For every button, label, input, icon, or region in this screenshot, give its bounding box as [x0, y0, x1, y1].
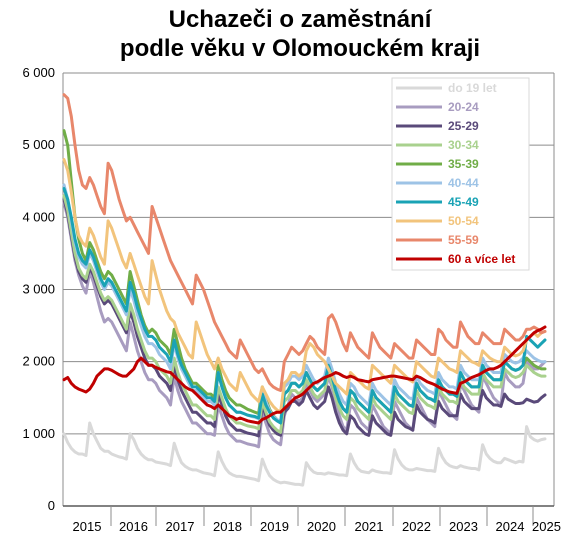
x-tick-label: 2020: [307, 519, 336, 534]
x-tick-label: 2023: [449, 519, 478, 534]
x-tick-label: 2016: [119, 519, 148, 534]
axes: 0 1 000 2 000 3 000 4 000 5 000 6 000 2015 2016 2…: [22, 65, 561, 534]
x-tick-label: 2017: [166, 519, 195, 534]
series-line-do-19-let: [62, 421, 547, 487]
legend-label: do 19 let: [448, 81, 497, 95]
legend-box: [391, 77, 530, 271]
y-tick-label: 6 000: [22, 65, 55, 80]
legend: do 19 let 20-24 25-29 30-34 35-39 40-44 45-49 5…: [391, 77, 530, 271]
x-tick-label: 2018: [213, 519, 242, 534]
legend-label: 35-39: [448, 157, 479, 171]
chart-title: Uchazeči o zaměstnání: [169, 6, 433, 33]
legend-label: 40-44: [448, 176, 479, 190]
legend-label: 60 a více let: [448, 252, 515, 266]
legend-label: 20-24: [448, 100, 479, 114]
legend-label: 45-49: [448, 195, 479, 209]
legend-label: 30-34: [448, 138, 479, 152]
series-line-55-59: [62, 93, 547, 392]
chart-subtitle: podle věku v Olomouckém kraji: [120, 35, 480, 62]
y-tick-label: 3 000: [22, 282, 55, 297]
series-line-50-54: [62, 158, 547, 414]
x-tick-label: 2022: [402, 519, 431, 534]
series-line-25-29: [62, 197, 547, 438]
legend-label: 55-59: [448, 233, 479, 247]
legend-label: 50-54: [448, 214, 479, 228]
series-lines: [62, 93, 547, 487]
y-tick-label: 0: [48, 498, 55, 513]
x-tick-label: 2019: [260, 519, 289, 534]
x-tick-label: 2015: [73, 519, 102, 534]
x-tick-label: 2025: [532, 519, 561, 534]
x-tick-label: 2024: [496, 519, 525, 534]
series-line-30-34: [62, 194, 547, 434]
series-line-60-a-více-let: [62, 325, 547, 425]
x-tick-label: 2021: [355, 519, 384, 534]
y-tick-label: 1 000: [22, 426, 55, 441]
legend-label: 25-29: [448, 119, 479, 133]
y-tick-label: 4 000: [22, 209, 55, 224]
y-tick-label: 2 000: [22, 354, 55, 369]
y-tick-label: 5 000: [22, 137, 55, 152]
